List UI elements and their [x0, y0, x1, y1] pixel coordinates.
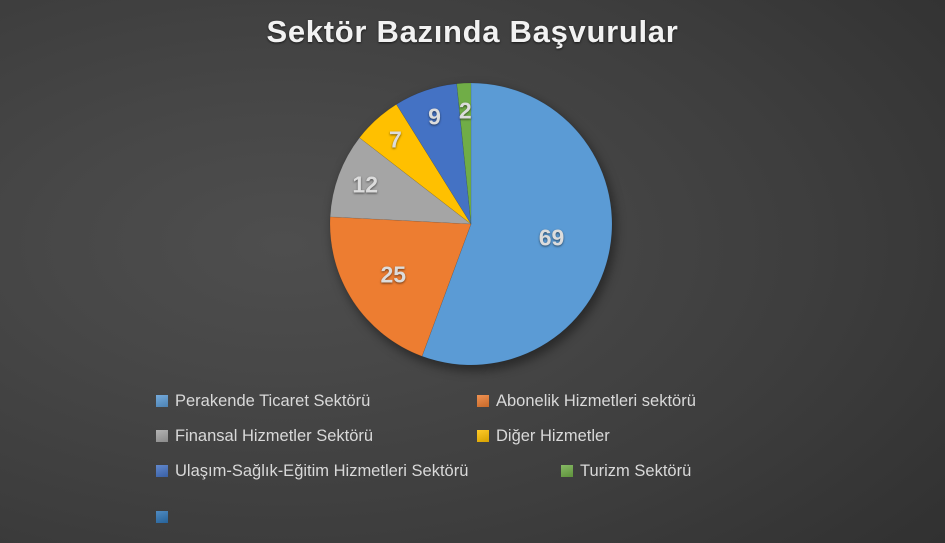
legend-label: Turizm Sektörü	[580, 462, 692, 480]
legend-item[interactable]: Ulaşım-Sağlık-Eğitim Hizmetleri Sektörü	[156, 462, 468, 480]
legend-item[interactable]: Perakende Ticaret Sektörü	[156, 392, 370, 410]
legend-swatch	[156, 430, 168, 442]
page-title: Sektör Bazında Başvurular	[266, 14, 679, 49]
legend-swatch	[561, 465, 573, 477]
legend-swatch	[156, 395, 168, 407]
pie-slice[interactable]	[329, 216, 472, 357]
legend-row: Perakende Ticaret Sektörü Abonelik Hizmet…	[150, 392, 810, 427]
legend-item[interactable]: Finansal Hizmetler Sektörü	[156, 427, 373, 445]
pie-slice[interactable]	[421, 82, 613, 366]
legend-swatch	[156, 465, 168, 477]
legend-label: Diğer Hizmetler	[496, 427, 610, 445]
legend-label: Finansal Hizmetler Sektörü	[175, 427, 374, 445]
pie-slice[interactable]	[456, 82, 472, 225]
legend-swatch	[477, 395, 489, 407]
pie-slice[interactable]	[329, 137, 472, 225]
pie-slice[interactable]	[396, 83, 472, 225]
legend-label: Ulaşım-Sağlık-Eğitim Hizmetleri Sektörü	[175, 462, 469, 480]
legend-swatch-empty[interactable]	[156, 511, 168, 523]
legend-label: Abonelik Hizmetleri sektörü	[496, 392, 696, 410]
legend-row: Ulaşım-Sağlık-Eğitim Hizmetleri Sektörü T…	[150, 462, 810, 497]
legend-item[interactable]: Abonelik Hizmetleri sektörü	[477, 392, 696, 410]
legend-label: Perakende Ticaret Sektörü	[175, 392, 371, 410]
pie-chart[interactable]: 69 25 12 7 9 2	[329, 82, 616, 371]
legend-swatch	[477, 430, 489, 442]
pie-slices[interactable]	[329, 82, 613, 366]
legend-item[interactable]: Diğer Hizmetler	[477, 427, 610, 445]
legend-row: Finansal Hizmetler Sektörü Diğer Hizmetle…	[150, 427, 810, 462]
legend-item[interactable]: Turizm Sektörü	[561, 462, 691, 480]
chart-legend[interactable]: Perakende Ticaret Sektörü Abonelik Hizmet…	[150, 392, 810, 497]
pie-slice[interactable]	[359, 103, 472, 225]
